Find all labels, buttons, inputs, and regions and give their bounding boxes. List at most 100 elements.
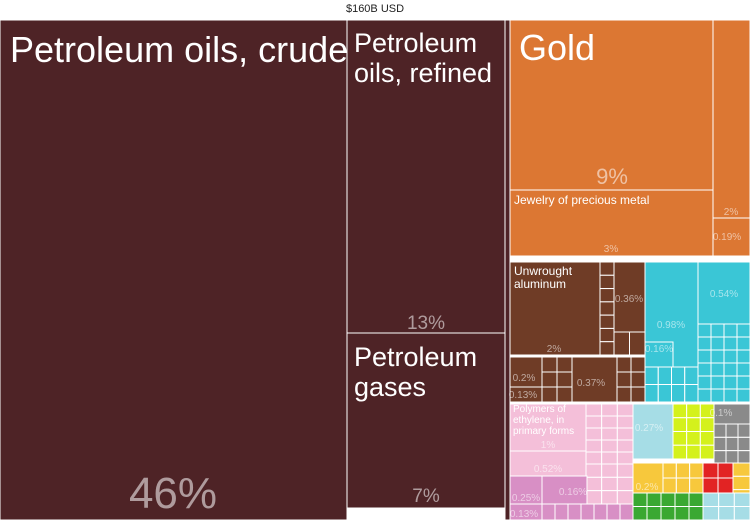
treemap-filler-subcell xyxy=(723,375,738,390)
treemap-filler-subcell xyxy=(710,388,725,403)
treemap-cell xyxy=(697,261,750,325)
treemap-cell-share: 0.2% xyxy=(636,482,659,493)
treemap-filler-subcell xyxy=(725,436,739,452)
treemap-cell-share: 9% xyxy=(596,164,628,189)
treemap-filler-subcell xyxy=(702,506,720,520)
treemap-filler-subcell xyxy=(616,371,632,388)
treemap-cell-name: Petroleum xyxy=(354,28,477,58)
treemap-filler-subcell xyxy=(702,462,719,479)
treemap-cell xyxy=(509,503,543,520)
treemap-filler-subcell xyxy=(713,450,727,465)
treemap-filler-subcell xyxy=(723,349,738,364)
treemap-filler-subcell xyxy=(599,288,615,303)
treemap-filler-subcell xyxy=(632,492,648,507)
treemap-filler-subcell xyxy=(733,492,750,507)
treemap-filler-subcell xyxy=(713,423,727,438)
treemap-filler-subcell xyxy=(599,314,615,329)
treemap-filler-subcell xyxy=(686,431,701,446)
treemap-filler-subcell xyxy=(601,403,618,417)
treemap-filler-subcell xyxy=(689,462,704,479)
treemap-filler-subcell xyxy=(737,423,750,438)
treemap-filler-subcell xyxy=(657,384,672,403)
treemap-filler-subcell xyxy=(710,362,725,377)
treemap-filler-subcell xyxy=(674,506,690,520)
treemap-filler-subcell xyxy=(616,476,634,492)
treemap-filler-subcell xyxy=(674,492,690,507)
treemap-filler-subcell xyxy=(686,444,701,460)
treemap-cell-name: Unwrought xyxy=(514,264,573,278)
treemap-filler-subcell xyxy=(710,349,725,364)
treemap-filler-subcell xyxy=(629,331,646,356)
treemap-filler-subcell xyxy=(725,450,739,465)
treemap-filler-subcell xyxy=(736,388,750,403)
treemap-filler-subcell xyxy=(662,462,677,479)
treemap-filler-subcell xyxy=(686,417,701,432)
treemap-cell xyxy=(346,332,506,509)
treemap-cell xyxy=(509,450,587,477)
treemap-cell xyxy=(0,19,348,520)
treemap-cell-share: 0.36% xyxy=(615,294,643,305)
treemap-filler-subcell xyxy=(541,386,558,403)
treemap-filler-subcell xyxy=(723,362,738,377)
treemap-filler-subcell xyxy=(736,336,750,351)
treemap-cell-share: 0.54% xyxy=(710,289,738,300)
treemap-filler-subcell xyxy=(688,506,704,520)
treemap-filler-subcell xyxy=(737,436,750,452)
treemap-cell-name: Petroleum xyxy=(354,342,477,372)
treemap-cell xyxy=(571,356,618,403)
treemap-cell-share: 1% xyxy=(541,440,556,451)
treemap-cell-share: 3% xyxy=(604,244,619,255)
treemap-filler-subcell xyxy=(593,503,608,520)
treemap-filler-subcell xyxy=(599,261,615,276)
treemap-filler-subcell xyxy=(697,388,712,403)
treemap-filler-subcell xyxy=(606,503,621,520)
treemap-filler-subcell xyxy=(601,476,618,492)
treemap-filler-subcell xyxy=(601,427,618,441)
treemap-filler-subcell xyxy=(697,336,712,351)
treemap-cell xyxy=(509,356,543,388)
treemap-cell-share: 0.13% xyxy=(509,390,537,401)
treemap-filler-subcell xyxy=(662,477,677,494)
treemap-cell-name: oils, refined xyxy=(354,58,492,88)
treemap-filler-subcell xyxy=(689,477,704,494)
treemap-cell-share: 0.13% xyxy=(510,509,538,520)
treemap-cell-name: ethylene, in xyxy=(513,415,564,426)
treemap-filler-subcell xyxy=(717,477,734,494)
treemap-filler-subcell xyxy=(672,417,688,432)
treemap-filler-subcell xyxy=(699,417,715,432)
treemap-filler-subcell xyxy=(601,415,618,429)
treemap-cell-name: Jewelry of precious metal xyxy=(514,193,649,207)
treemap-filler-subcell xyxy=(567,503,582,520)
treemap-filler-subcell xyxy=(732,462,750,477)
treemap-filler-subcell xyxy=(660,506,676,520)
treemap-filler-subcell xyxy=(585,415,603,429)
treemap-filler-subcell xyxy=(697,323,712,338)
treemap-filler-subcell xyxy=(585,439,603,453)
treemap-filler-subcell xyxy=(717,462,734,479)
treemap-filler-subcell xyxy=(585,427,603,441)
treemap-filler-subcell xyxy=(599,274,615,290)
treemap-filler-subcell xyxy=(556,371,573,388)
treemap-filler-subcell xyxy=(601,439,618,453)
treemap-filler-subcell xyxy=(733,506,750,520)
treemap-cell xyxy=(713,403,750,425)
treemap-cell-share: 2% xyxy=(724,207,739,218)
treemap-filler-subcell xyxy=(736,323,750,338)
treemap-filler-subcell xyxy=(672,403,688,419)
treemap-cell-name: aluminum xyxy=(514,277,566,291)
treemap-cell xyxy=(632,403,674,460)
treemap-filler-subcell xyxy=(684,366,699,385)
treemap-cell xyxy=(509,386,543,403)
treemap-cell xyxy=(509,189,714,257)
treemap-filler-subcell xyxy=(616,490,634,505)
treemap-filler-subcell xyxy=(541,356,558,373)
treemap-cell-share: 0.16% xyxy=(645,344,673,355)
treemap-filler-subcell xyxy=(671,384,686,403)
treemap-cell-name: Gold xyxy=(519,27,595,68)
treemap-cell-share: 0.19% xyxy=(713,232,741,243)
treemap-filler-subcell xyxy=(601,490,618,505)
treemap-filler-subcell xyxy=(630,371,646,388)
treemap-filler-subcell xyxy=(657,366,672,385)
treemap-filler-subcell xyxy=(585,476,603,492)
treemap-filler-subcell xyxy=(585,490,603,505)
